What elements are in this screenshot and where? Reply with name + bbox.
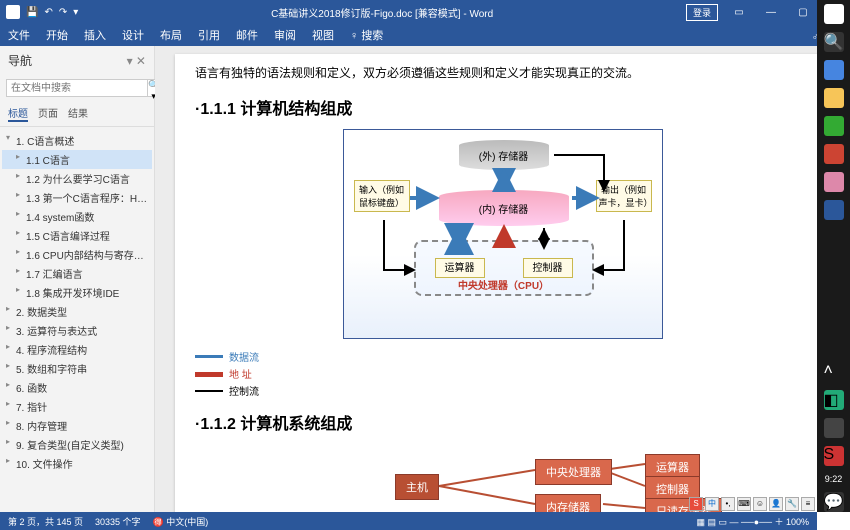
word-count[interactable]: 30335 个字 bbox=[95, 515, 141, 528]
nav-tab-headings[interactable]: 标题 bbox=[8, 105, 28, 122]
cpu-area: 运算器 控制器 中央处理器（CPU） bbox=[414, 240, 594, 296]
title-bar: 💾 ↶ ↷ ▾ C基础讲义2018修订版-Figo.doc [兼容模式] - W… bbox=[0, 0, 850, 24]
tray-icon-3[interactable]: S bbox=[824, 446, 844, 466]
internal-storage: (内) 存储器 bbox=[439, 190, 569, 226]
document-title: C基础讲义2018修订版-Figo.doc [兼容模式] - Word bbox=[78, 5, 686, 20]
nav-tree-item[interactable]: 6. 函数 bbox=[2, 378, 152, 397]
app-icon bbox=[6, 5, 20, 19]
app-icon-2[interactable] bbox=[824, 172, 844, 192]
ribbon-options-icon[interactable]: ▭ bbox=[724, 0, 754, 24]
nav-tree-item[interactable]: 8. 内存管理 bbox=[2, 416, 152, 435]
ime-cn-icon[interactable]: 中 bbox=[705, 497, 719, 511]
nav-tree-item[interactable]: 1.2 为什么要学习C语言 bbox=[2, 169, 152, 188]
redo-icon[interactable]: ↷ bbox=[59, 7, 67, 18]
minimize-icon[interactable]: — bbox=[756, 0, 786, 24]
tab-insert[interactable]: 插入 bbox=[84, 27, 106, 43]
node-cpu: 中央处理器 bbox=[535, 459, 612, 485]
diagram-legend: 数据流 地 址 控制流 bbox=[195, 349, 810, 398]
navigation-pane: 导航 ▾ ✕ 🔍▾ 标题 页面 结果 1. C语言概述1.1 C语言1.2 为什… bbox=[0, 46, 155, 512]
nav-tree-item[interactable]: 1.7 汇编语言 bbox=[2, 264, 152, 283]
nav-tab-results[interactable]: 结果 bbox=[68, 105, 88, 122]
start-icon[interactable] bbox=[824, 4, 844, 24]
view-buttons[interactable]: ▦ ▤ ▭ — ──●── ＋ 100% bbox=[697, 515, 809, 528]
tray-up-icon[interactable]: ˄ bbox=[824, 362, 844, 382]
nav-search-input[interactable] bbox=[6, 79, 148, 97]
explorer-icon[interactable] bbox=[824, 88, 844, 108]
wechat-icon[interactable] bbox=[824, 144, 844, 164]
ime-tool-icon[interactable]: 🔧 bbox=[785, 497, 799, 511]
tab-file[interactable]: 文件 bbox=[8, 27, 30, 43]
ime-punct-icon[interactable]: •, bbox=[721, 497, 735, 511]
nav-tree: 1. C语言概述1.1 C语言1.2 为什么要学习C语言1.3 第一个C语言程序… bbox=[0, 127, 154, 512]
nav-tree-item[interactable]: 2. 数据类型 bbox=[2, 302, 152, 321]
nav-tree-item[interactable]: 1.3 第一个C语言程序：Hello... bbox=[2, 188, 152, 207]
ime-sogou-icon[interactable]: S bbox=[689, 497, 703, 511]
language-status[interactable]: 🉐 中文(中国) bbox=[153, 515, 209, 528]
nav-tree-item[interactable]: 1.6 CPU内部结构与寄存器(了... bbox=[2, 245, 152, 264]
node-memory: 内存储器 bbox=[535, 494, 601, 512]
page-count[interactable]: 第 2 页，共 145 页 bbox=[8, 515, 83, 528]
document-page: 语言有独特的语法规则和定义，双方必须遵循这些规则和定义才能实现真正的交流。 ·1… bbox=[175, 54, 830, 512]
nav-tree-item[interactable]: 1. C语言概述 bbox=[2, 131, 152, 150]
tab-review[interactable]: 审阅 bbox=[274, 27, 296, 43]
heading-112: ·1.1.2 计算机系统组成 bbox=[195, 410, 810, 434]
nav-tree-item[interactable]: 5. 数组和字符串 bbox=[2, 359, 152, 378]
nav-title: 导航 bbox=[8, 52, 32, 69]
nav-tree-item[interactable]: 1.1 C语言 bbox=[2, 150, 152, 169]
controller-block: 控制器 bbox=[523, 258, 573, 278]
search-icon[interactable]: 🔍 bbox=[824, 32, 844, 52]
body-paragraph: 语言有独特的语法规则和定义，双方必须遵循这些规则和定义才能实现真正的交流。 bbox=[195, 64, 810, 83]
cpu-label: 中央处理器（CPU） bbox=[416, 277, 592, 292]
nav-tree-item[interactable]: 3. 运算符与表达式 bbox=[2, 321, 152, 340]
nav-tree-item[interactable]: 1.8 集成开发环境IDE bbox=[2, 283, 152, 302]
tab-home[interactable]: 开始 bbox=[46, 27, 68, 43]
notification-icon[interactable]: 💬 bbox=[824, 492, 844, 512]
tab-view[interactable]: 视图 bbox=[312, 27, 334, 43]
nav-tree-item[interactable]: 1.4 system函数 bbox=[2, 207, 152, 226]
clock[interactable]: 9:22 bbox=[825, 474, 843, 484]
windows-taskbar: 🔍 ˄ ◧ S 9:22 💬 bbox=[817, 0, 850, 512]
node-host: 主机 bbox=[395, 474, 439, 500]
tab-references[interactable]: 引用 bbox=[198, 27, 220, 43]
document-area[interactable]: 语言有独特的语法规则和定义，双方必须遵循这些规则和定义才能实现真正的交流。 ·1… bbox=[155, 46, 850, 512]
status-bar: 第 2 页，共 145 页 30335 个字 🉐 中文(中国) ▦ ▤ ▭ — … bbox=[0, 512, 817, 530]
tray-icon-1[interactable]: ◧ bbox=[824, 390, 844, 410]
tab-layout[interactable]: 布局 bbox=[160, 27, 182, 43]
ime-bar: S 中 •, ⌨ ☺ 👤 🔧 ≡ bbox=[687, 496, 817, 512]
nav-tab-pages[interactable]: 页面 bbox=[38, 105, 58, 122]
ribbon-tabs: 文件 开始 插入 设计 布局 引用 邮件 审阅 视图 ♀ 搜索 ♂ 共享 bbox=[0, 24, 850, 46]
ime-kb-icon[interactable]: ⌨ bbox=[737, 497, 751, 511]
nav-tree-item[interactable]: 10. 文件操作 bbox=[2, 454, 152, 473]
ime-menu-icon[interactable]: ≡ bbox=[801, 497, 815, 511]
store-icon[interactable] bbox=[824, 116, 844, 136]
output-box: 输出（例如声卡，显卡） bbox=[596, 180, 652, 212]
word-taskbar-icon[interactable] bbox=[824, 200, 844, 220]
tray-icon-2[interactable] bbox=[824, 418, 844, 438]
alu-block: 运算器 bbox=[435, 258, 485, 278]
nav-tree-item[interactable]: 9. 复合类型(自定义类型) bbox=[2, 435, 152, 454]
ime-user-icon[interactable]: 👤 bbox=[769, 497, 783, 511]
nav-close-icon[interactable]: ▾ ✕ bbox=[127, 54, 146, 68]
save-icon[interactable]: 💾 bbox=[26, 7, 38, 18]
heading-111: ·1.1.1 计算机结构组成 bbox=[195, 95, 810, 119]
nav-tree-item[interactable]: 4. 程序流程结构 bbox=[2, 340, 152, 359]
tell-me-search[interactable]: ♀ 搜索 bbox=[350, 27, 383, 43]
login-button[interactable]: 登录 bbox=[686, 4, 718, 21]
external-storage: (外) 存储器 bbox=[459, 140, 549, 170]
ime-emoji-icon[interactable]: ☺ bbox=[753, 497, 767, 511]
input-box: 输入（例如鼠标键盘） bbox=[354, 180, 410, 212]
undo-icon[interactable]: ↶ bbox=[44, 7, 52, 18]
nav-tree-item[interactable]: 1.5 C语言编译过程 bbox=[2, 226, 152, 245]
tab-mailings[interactable]: 邮件 bbox=[236, 27, 258, 43]
computer-structure-diagram: (外) 存储器 (内) 存储器 输入（例如鼠标键盘） 输出（例如声卡，显卡） 运… bbox=[343, 129, 663, 339]
maximize-icon[interactable]: ▢ bbox=[788, 0, 818, 24]
edge-icon[interactable] bbox=[824, 60, 844, 80]
nav-tree-item[interactable]: 7. 指针 bbox=[2, 397, 152, 416]
tab-design[interactable]: 设计 bbox=[122, 27, 144, 43]
